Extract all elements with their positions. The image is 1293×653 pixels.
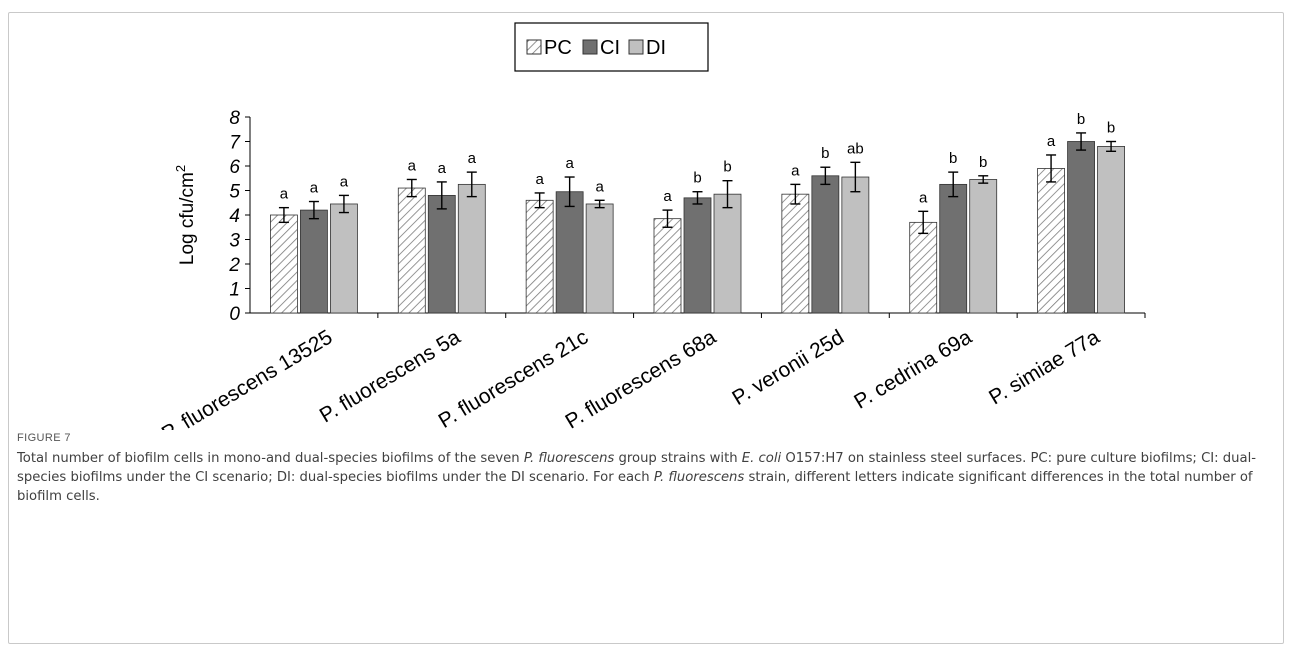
caption-block: FIGURE 7 Total number of biofilm cells i… (17, 432, 1257, 506)
significance-letter: a (280, 186, 289, 203)
caption-segment: group strains with (614, 451, 742, 466)
bar-pc (397, 187, 426, 314)
significance-letter: b (693, 170, 701, 187)
caption-segment: Total number of biofilm cells in mono-an… (17, 451, 524, 466)
bar-pc (1037, 168, 1065, 314)
significance-letter: b (1107, 120, 1115, 137)
bar-pc (781, 193, 810, 314)
significance-letter: a (663, 188, 672, 205)
significance-letter: a (565, 155, 574, 172)
legend-label: DI (646, 37, 666, 59)
bar-ci (1067, 141, 1095, 314)
bar-ci (300, 209, 328, 314)
figure-label: FIGURE 7 (17, 432, 71, 444)
y-axis-label-superscript: 2 (173, 165, 188, 172)
y-tick-label: 1 (229, 280, 240, 301)
bar-ci (683, 197, 712, 314)
bar-ci (427, 194, 456, 314)
bar-di (585, 203, 614, 314)
y-tick-label: 7 (229, 133, 241, 154)
bar-ci (811, 175, 840, 314)
y-tick-label: 4 (229, 206, 240, 227)
figure-caption: Total number of biofilm cells in mono-an… (17, 449, 1257, 506)
bar-di (713, 193, 742, 314)
caption-segment: P. fluorescens (523, 451, 615, 466)
legend-box (514, 22, 709, 72)
significance-letter: a (595, 178, 604, 195)
significance-letter: ab (847, 140, 864, 157)
significance-letter: a (535, 171, 544, 188)
bar-ci (939, 183, 968, 314)
x-category-label: P. veronii 25d (728, 326, 848, 410)
bar-pc (653, 218, 682, 314)
bar-ci (555, 191, 584, 314)
legend-swatch-pc (526, 39, 542, 55)
bar-pc (909, 221, 938, 314)
significance-letter: a (468, 150, 477, 167)
bar-di (330, 203, 358, 314)
bar-di (841, 176, 870, 314)
x-category-label: P. simiae 77a (985, 325, 1104, 409)
bar-pc (270, 214, 298, 314)
significance-letter: b (979, 154, 987, 171)
significance-letter: b (821, 145, 829, 162)
significance-letter: a (791, 162, 800, 179)
legend: PC CI DI (514, 22, 709, 72)
significance-letter: a (340, 173, 349, 190)
bar-di (457, 183, 486, 314)
caption-segment: P. fluorescens (653, 470, 745, 485)
y-tick-label: 6 (229, 157, 240, 178)
bar-di (1097, 145, 1125, 314)
y-tick-label: 2 (228, 255, 240, 276)
y-tick-label: 5 (229, 182, 240, 203)
significance-letter: b (949, 150, 957, 167)
figure-frame (8, 12, 1284, 644)
caption-segment: E. coli (741, 451, 782, 466)
significance-letter: a (1047, 133, 1056, 150)
significance-letter: a (438, 160, 447, 177)
y-axis-label: Log cfu/cm2 (173, 165, 198, 265)
x-category-label: P. fluorescens 13525 (158, 326, 337, 430)
legend-label: PC (544, 37, 572, 59)
significance-letter: a (919, 189, 928, 206)
bar-pc (525, 199, 554, 314)
caption-segment: strain, different letters indicate signi… (17, 470, 1253, 504)
legend-swatch-ci (582, 39, 598, 55)
legend-swatch-di (628, 39, 644, 55)
significance-letter: b (723, 159, 731, 176)
x-category-label: P. cedrina 69a (850, 325, 976, 413)
y-tick-label: 3 (229, 231, 240, 252)
y-tick-label: 0 (229, 304, 240, 325)
bar-di (969, 179, 998, 314)
y-tick-label: 8 (229, 108, 240, 129)
bar-chart: 0 1 2 3 4 5 6 7 8 Log cfu/cm2 P. fluorescens 13525… (158, 22, 1146, 430)
significance-letter: b (1077, 111, 1085, 128)
significance-letter: a (310, 180, 319, 197)
significance-letter: a (408, 157, 417, 174)
legend-label: CI (600, 37, 620, 59)
caption-segment: O157:H7 on stainless steel surfaces. PC:… (17, 451, 1257, 485)
